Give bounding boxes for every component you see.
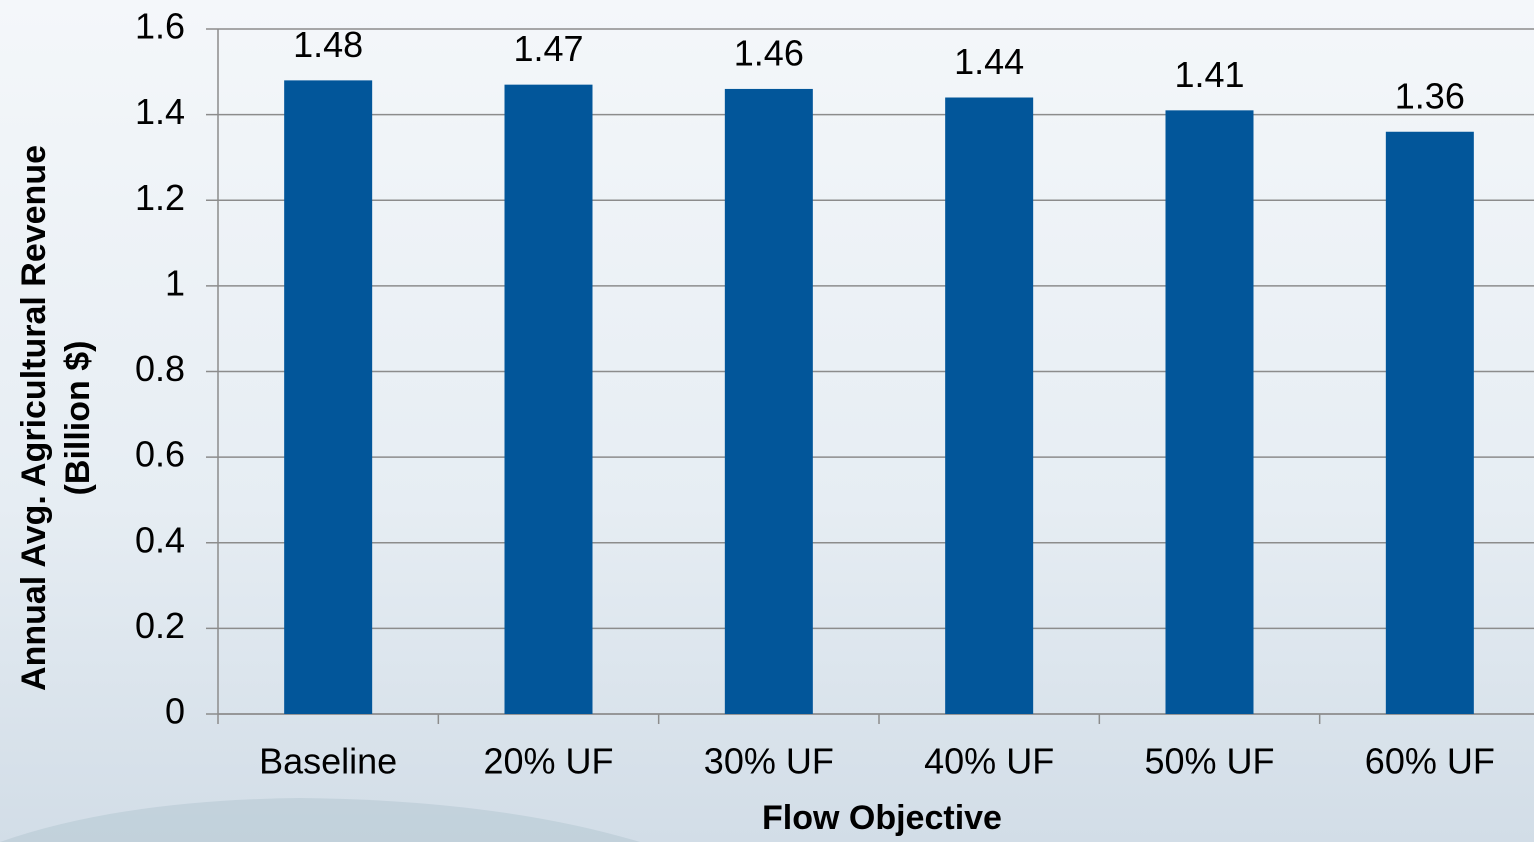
bar: [724, 88, 813, 714]
data-label: 1.46: [734, 32, 804, 73]
y-tick-label: 0.8: [135, 348, 185, 389]
decoration: [0, 798, 640, 842]
x-tick-label: Baseline: [259, 741, 397, 782]
x-tick-label: 30% UF: [704, 741, 834, 782]
bar: [945, 97, 1034, 714]
bar: [504, 84, 593, 714]
y-tick-label: 0.2: [135, 605, 185, 646]
x-tick-label: 20% UF: [483, 741, 613, 782]
data-label: 1.47: [513, 28, 583, 69]
y-tick-label: 0.6: [135, 434, 185, 475]
x-tick-label: 50% UF: [1144, 741, 1274, 782]
data-label: 1.36: [1395, 75, 1465, 116]
y-tick-label: 1.4: [135, 91, 185, 132]
y-tick-label: 0: [165, 691, 185, 732]
y-tick-label: 1.6: [135, 6, 185, 47]
y-tick-label: 1.2: [135, 177, 185, 218]
data-label: 1.41: [1174, 54, 1244, 95]
data-label: 1.44: [954, 41, 1024, 82]
x-axis-title: Flow Objective: [762, 799, 1002, 837]
x-tick-label: 60% UF: [1365, 741, 1495, 782]
bar: [1385, 131, 1474, 714]
y-tick-label: 1: [165, 262, 185, 303]
bar: [284, 80, 373, 714]
x-tick-label: 40% UF: [924, 741, 1054, 782]
y-axis-title: Annual Avg. Agricultural Revenue: [15, 145, 53, 691]
y-tick-label: 0.4: [135, 519, 185, 560]
y-axis-title: (Billion $): [59, 341, 97, 496]
bar: [1165, 110, 1254, 714]
data-label: 1.48: [293, 24, 363, 65]
